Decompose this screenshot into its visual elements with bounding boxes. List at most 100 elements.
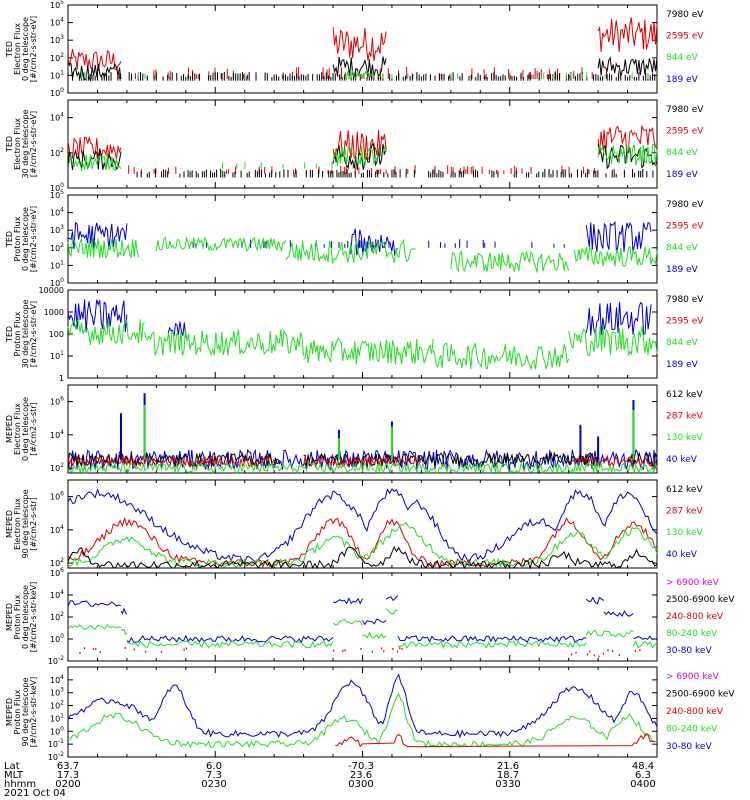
y-tick-label: 102 bbox=[50, 700, 64, 711]
footer-mlt-3: 18.7 bbox=[497, 770, 519, 781]
series-blue bbox=[67, 595, 658, 644]
data-point bbox=[634, 649, 636, 652]
footer-label-hhmm: hhmm bbox=[4, 779, 36, 790]
legend-entry: 7980 eV bbox=[666, 10, 704, 20]
series-line bbox=[568, 454, 658, 468]
y-tick-label: 104 bbox=[50, 589, 64, 600]
series-line bbox=[633, 635, 658, 641]
legend-entry: 612 keV bbox=[666, 485, 703, 495]
legend-entry: 2500-6900 keV bbox=[666, 689, 735, 699]
panel-5: 102 104 106 MEPED Electron Flux 0 deg telesco… bbox=[5, 384, 703, 475]
data-point bbox=[92, 647, 95, 650]
y-tick-label: 101 bbox=[50, 712, 64, 723]
series-line bbox=[397, 635, 587, 644]
series-red bbox=[335, 733, 655, 748]
series-line bbox=[362, 631, 387, 639]
series-line bbox=[67, 545, 658, 570]
data-point bbox=[380, 647, 383, 650]
series-line bbox=[126, 634, 334, 644]
y-axis-label-line: TED bbox=[5, 231, 14, 248]
y-tick-label: 104 bbox=[50, 674, 64, 685]
panel-7: 10-2 100 102 104 106 MEPED Proton Flux 0 deg te… bbox=[5, 567, 735, 666]
series-line bbox=[335, 733, 655, 748]
series-line bbox=[597, 17, 658, 53]
series-line bbox=[574, 245, 658, 267]
legend-entry: 40 keV bbox=[666, 455, 698, 465]
y-tick-label: 103 bbox=[50, 34, 64, 45]
series-line bbox=[67, 318, 145, 345]
series-line bbox=[450, 249, 570, 273]
series-green bbox=[67, 521, 658, 569]
series-line bbox=[67, 623, 122, 631]
footer-mlt-1: 7.3 bbox=[206, 770, 222, 781]
series-line bbox=[344, 68, 375, 82]
time-axis-footer: Lat MLT hhmm 2021 Oct 04 63.7 17.3 0200 … bbox=[4, 761, 656, 799]
data-point bbox=[586, 653, 589, 656]
series-line bbox=[597, 143, 658, 166]
data-point bbox=[401, 647, 403, 650]
data-point bbox=[79, 651, 81, 654]
series-line bbox=[67, 600, 122, 607]
y-axis-label-line: [#/cm2-s-str-eV] bbox=[29, 206, 38, 272]
data-point bbox=[598, 655, 600, 658]
legend-entry: 2595 eV bbox=[666, 317, 704, 327]
panel-frame bbox=[67, 289, 658, 379]
series-line bbox=[120, 628, 128, 636]
legend-entry: 130 keV bbox=[666, 528, 703, 538]
data-point bbox=[342, 649, 344, 652]
legend-entry: 844 eV bbox=[666, 53, 699, 63]
series-line bbox=[155, 236, 287, 253]
y-tick-label: 104 bbox=[50, 429, 64, 440]
y-axis-label-line: MEPED bbox=[5, 510, 14, 538]
data-point bbox=[575, 651, 577, 654]
panel-2: 100 102 104 TED Electron Flux 30 deg telescop… bbox=[5, 99, 704, 193]
y-tick-label: 100 bbox=[50, 87, 64, 98]
y-tick-label: 101 bbox=[50, 259, 64, 270]
series-green bbox=[67, 608, 658, 650]
legend-entry: 189 eV bbox=[666, 75, 699, 85]
data-point bbox=[95, 647, 97, 650]
data-point bbox=[185, 647, 187, 650]
series-line bbox=[167, 321, 187, 338]
series-line bbox=[67, 673, 658, 739]
y-axis-label-line: 90 deg telescope bbox=[21, 677, 30, 746]
series-line bbox=[67, 48, 122, 71]
footer-label-lat: Lat bbox=[4, 761, 20, 772]
legend-entry: 130 keV bbox=[666, 433, 703, 443]
y-axis-label-line: Electron Flux bbox=[13, 403, 22, 455]
footer-lat-3: 21.6 bbox=[497, 761, 519, 772]
legend-entry: 2595 eV bbox=[666, 222, 704, 232]
y-tick-label: 1000 bbox=[44, 308, 64, 317]
series-blue bbox=[67, 488, 658, 565]
legend-entry: 2500-6900 keV bbox=[666, 595, 735, 605]
y-tick-label: 102 bbox=[50, 52, 64, 63]
series-line bbox=[332, 27, 387, 62]
legend-entry: 287 keV bbox=[666, 412, 703, 422]
y-tick-label: 102 bbox=[50, 147, 64, 158]
y-axis-label-line: [#/cm2-s-str] bbox=[29, 497, 38, 550]
legend-entry: 7980 eV bbox=[666, 200, 704, 210]
data-point bbox=[607, 649, 609, 652]
footer-hhmm-2: 0300 bbox=[348, 779, 373, 790]
y-tick-label: 104 bbox=[50, 17, 64, 28]
series-line bbox=[126, 640, 334, 649]
legend-entry: > 6900 keV bbox=[666, 672, 720, 682]
legend-entry: 189 eV bbox=[666, 265, 699, 275]
series-line bbox=[67, 461, 658, 475]
y-axis-label-line: 30 deg telescope bbox=[21, 299, 30, 368]
data-point bbox=[602, 652, 605, 655]
series-line bbox=[67, 148, 122, 171]
panel-6: 102 104 106 MEPED Electron Flux 90 deg telesc… bbox=[5, 479, 703, 570]
y-tick-label: 10-1 bbox=[48, 738, 64, 749]
legend-entry: 7980 eV bbox=[666, 105, 704, 115]
y-tick-label: 10000 bbox=[39, 286, 64, 295]
data-point bbox=[333, 649, 335, 652]
panel-frame bbox=[67, 99, 658, 189]
legend-entry: 240-800 keV bbox=[666, 707, 724, 717]
y-tick-label: 106 bbox=[50, 567, 64, 578]
legend-entry: 844 eV bbox=[666, 243, 699, 253]
data-point bbox=[371, 650, 374, 653]
legend-entry: 80-240 keV bbox=[666, 629, 718, 639]
